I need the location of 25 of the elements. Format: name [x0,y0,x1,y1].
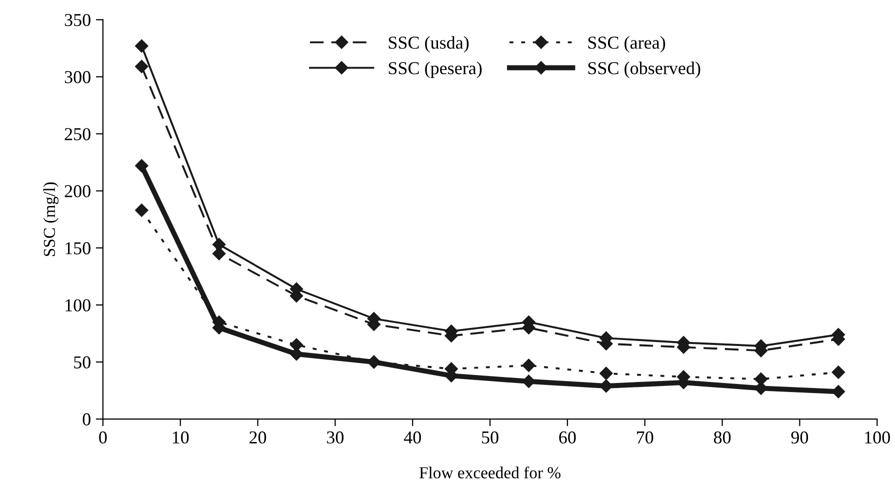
x-tick-label: 30 [327,431,344,444]
legend-label: SSC (observed) [588,62,700,78]
x-tick-label: 70 [637,431,654,444]
x-tick-label: 0 [99,431,107,444]
y-tick-label: 0 [82,413,90,426]
x-tick-label: 90 [791,431,808,444]
x-tick-label: 100 [865,431,890,444]
y-tick-label: 250 [64,128,90,140]
legend-label: SSC (area) [588,36,666,52]
x-tick-label: 10 [172,431,189,444]
y-tick-label: 350 [64,14,90,26]
x-axis-title: Flow exceeded for % [419,466,560,478]
y-axis-title: SSC (mg/l) [43,182,58,256]
x-tick-label: 40 [404,431,421,444]
y-tick-label: 200 [64,185,90,198]
y-tick-label: 150 [66,242,90,254]
y-tick-label: 300 [64,71,90,84]
y-tick-label: 50 [74,356,90,368]
x-tick-label: 20 [250,431,266,444]
legend-label: SSC (usda) [388,36,469,52]
x-tick-label: 60 [559,431,576,444]
x-tick-label: 50 [482,431,498,444]
legend-label: SSC (pesera) [388,62,482,78]
y-tick-label: 100 [66,299,90,312]
x-tick-label: 80 [714,431,731,444]
